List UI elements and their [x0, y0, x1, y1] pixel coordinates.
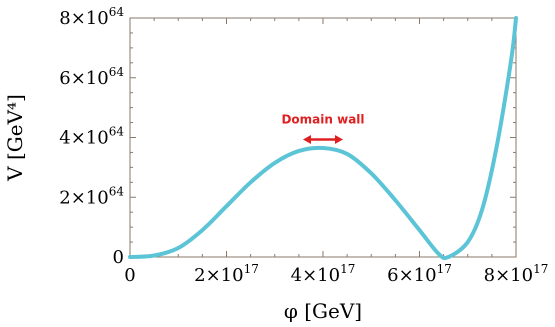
y-tick-label: 4×1064	[59, 125, 124, 149]
plot-frame	[129, 17, 517, 258]
y-tick-label: 0	[113, 247, 124, 268]
y-tick-label: 2×1064	[59, 184, 124, 208]
x-tick-label: 4×1017	[291, 262, 356, 286]
potential-curve	[128, 16, 518, 261]
x-tick-label: 6×1017	[387, 262, 452, 286]
tick-labels: 0 2×1017 4×1017 6×1017 8×1017 0 2×1064 4×1064 6×…	[59, 5, 548, 286]
x-tick-label: 2×1017	[194, 262, 259, 286]
y-tick-label: 8×1064	[59, 5, 124, 29]
ticks	[129, 17, 517, 258]
arrowhead-right-icon	[335, 135, 343, 144]
x-tick-label: 8×1017	[484, 262, 549, 286]
x-axis-label: φ [GeV]	[284, 299, 362, 323]
domain-wall-label: Domain wall	[281, 113, 364, 127]
x-tick-label: 0	[124, 265, 135, 286]
plot-border	[129, 17, 517, 258]
y-axis-label: V [GeV⁴]	[3, 94, 27, 182]
arrowhead-left-icon	[303, 135, 311, 144]
y-tick-label: 6×1064	[59, 65, 124, 89]
domain-wall-annotation: Domain wall	[281, 113, 365, 144]
